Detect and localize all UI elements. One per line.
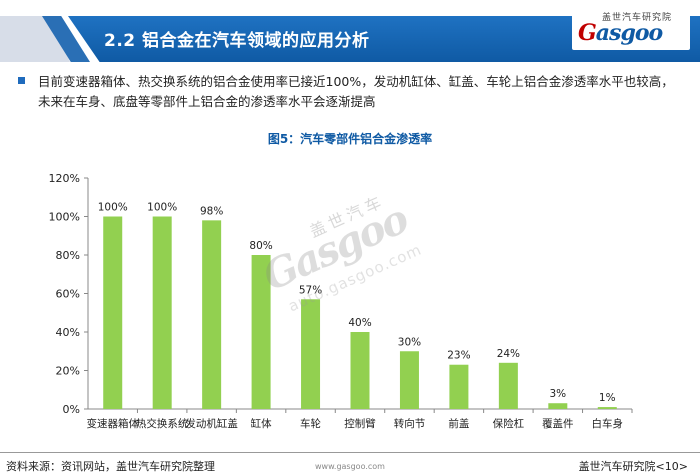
bar [597, 407, 617, 409]
x-tick-label: 变速器箱体 [86, 417, 139, 430]
data-label: 3% [549, 388, 566, 400]
y-tick-label: 100% [49, 211, 80, 224]
data-label: 23% [447, 350, 470, 362]
x-tick-label: 前盖 [448, 417, 469, 430]
bar [103, 216, 123, 409]
logo-wordmark: Gasgoo [578, 20, 663, 46]
x-tick-label: 缸体 [251, 417, 272, 430]
data-label: 40% [348, 317, 371, 329]
bullet-text: 目前变速器箱体、热交换系统的铝合金使用率已接近100%，发动机缸体、缸盖、车轮上… [38, 74, 674, 109]
data-label: 100% [98, 202, 128, 214]
data-label: 98% [200, 205, 223, 217]
x-tick-label: 控制臂 [344, 417, 376, 430]
data-label: 30% [398, 336, 421, 348]
y-tick-label: 80% [56, 249, 80, 262]
footer-divider [0, 452, 700, 453]
bar [251, 255, 271, 409]
bar [202, 220, 222, 409]
bar [449, 364, 469, 409]
data-label: 24% [497, 348, 520, 360]
x-tick-label: 白车身 [592, 417, 624, 430]
bar [350, 332, 370, 409]
data-label: 57% [299, 284, 322, 296]
x-tick-label: 热交换系统 [136, 417, 189, 430]
data-label: 80% [249, 240, 272, 252]
y-tick-label: 20% [56, 365, 80, 378]
bar [301, 299, 321, 409]
x-tick-label: 发动机缸盖 [185, 417, 238, 430]
logo-cn-text: 盖世汽车研究院 [602, 13, 673, 23]
y-tick-label: 60% [56, 288, 80, 301]
x-tick-label: 保险杠 [493, 417, 525, 430]
bar [498, 362, 518, 409]
data-label: 100% [147, 202, 177, 214]
x-tick-label: 转向节 [394, 417, 426, 430]
gasgoo-logo: 盖世汽车研究院 Gasgoo [572, 10, 690, 50]
footer-url: www.gasgoo.com [315, 462, 385, 471]
page-title: 2.2 铝合金在汽车领域的应用分析 [104, 31, 370, 51]
chart-title: 图5：汽车零部件铝合金渗透率 [267, 132, 433, 146]
x-tick-label: 覆盖件 [542, 417, 574, 430]
y-tick-label: 120% [49, 172, 80, 185]
bar [152, 216, 172, 409]
source-note: 资料来源：资讯网站，盖世汽车研究院整理 [6, 460, 215, 473]
x-tick-label: 车轮 [300, 417, 321, 430]
bar [548, 403, 568, 409]
page-number: 盖世汽车研究院<10> [578, 460, 688, 473]
y-tick-label: 0% [63, 403, 80, 416]
y-tick-label: 40% [56, 326, 80, 339]
data-label: 1% [599, 392, 616, 404]
bullet-marker [18, 77, 25, 84]
bar [399, 351, 419, 409]
